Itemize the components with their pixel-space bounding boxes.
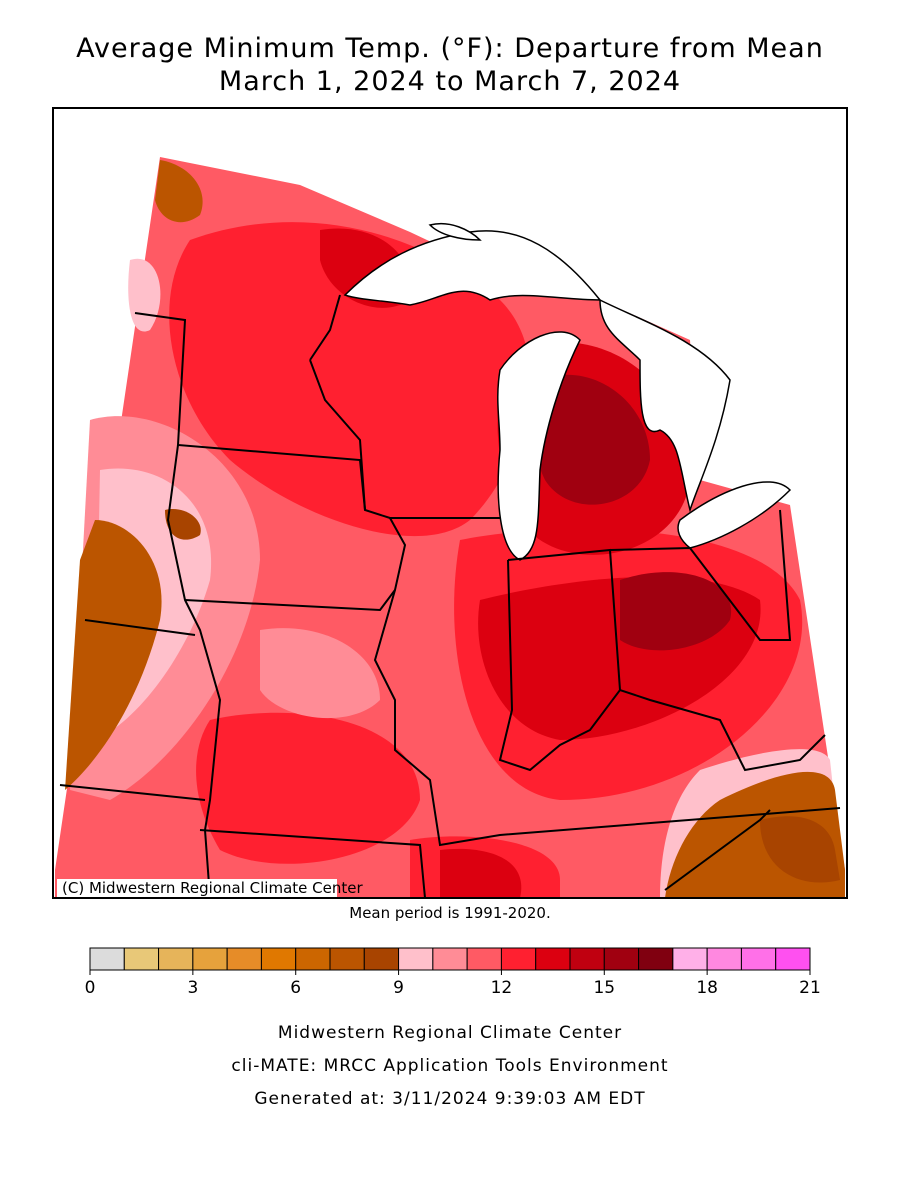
footer-line: Midwestern Regional Climate Center [278, 1023, 622, 1043]
legend-swatch [363, 947, 400, 971]
legend-swatch [500, 947, 537, 971]
footer-line: cli-MATE: MRCC Application Tools Environ… [231, 1056, 668, 1076]
legend-tick-label: 18 [696, 978, 718, 998]
legend-tick-label: 3 [187, 978, 198, 998]
note: Mean period is 1991-2020. [349, 904, 550, 922]
legend-swatch [706, 947, 742, 971]
title-line: March 1, 2024 to March 7, 2024 [219, 66, 681, 97]
lakes [343, 223, 792, 561]
legend-swatch [740, 947, 777, 971]
legend-swatch [672, 947, 708, 971]
legend-swatch [535, 947, 571, 971]
shading [65, 160, 845, 898]
legend-swatch [329, 947, 365, 971]
legend-swatch [603, 947, 640, 971]
legend-swatch [432, 947, 468, 971]
legend-swatch [158, 947, 194, 971]
legend-swatch [295, 947, 331, 971]
legend-tick-label: 9 [393, 978, 404, 998]
legend-swatch [466, 947, 502, 971]
credit-box [57, 879, 337, 897]
legend-swatch [398, 947, 434, 971]
legend-swatch [775, 947, 811, 971]
legend-tick-label: 12 [491, 978, 513, 998]
map-frame [52, 107, 848, 899]
title-line: Average Minimum Temp. (°F): Departure fr… [76, 33, 824, 64]
legend-swatch [226, 947, 262, 971]
legend-swatch [123, 947, 160, 971]
legend-tick-label: 15 [593, 978, 615, 998]
credit: (C) Midwestern Regional Climate Center [62, 879, 363, 897]
legend: 0 3 6 9 12 15 18 21 [85, 947, 821, 998]
legend-swatch [260, 947, 297, 971]
state-lines [59, 294, 841, 899]
footer-line: Generated at: 3/11/2024 9:39:03 AM EDT [254, 1089, 645, 1109]
legend-swatch [638, 947, 674, 971]
map: (C) Midwestern Regional Climate Center [52, 107, 848, 899]
legend-tick-label: 6 [290, 978, 301, 998]
legend-tick-label: 0 [85, 978, 96, 998]
legend-swatch [569, 947, 605, 971]
legend-swatch [192, 947, 228, 971]
legend-tick-label: 21 [799, 978, 821, 998]
legend-swatch [89, 947, 125, 971]
